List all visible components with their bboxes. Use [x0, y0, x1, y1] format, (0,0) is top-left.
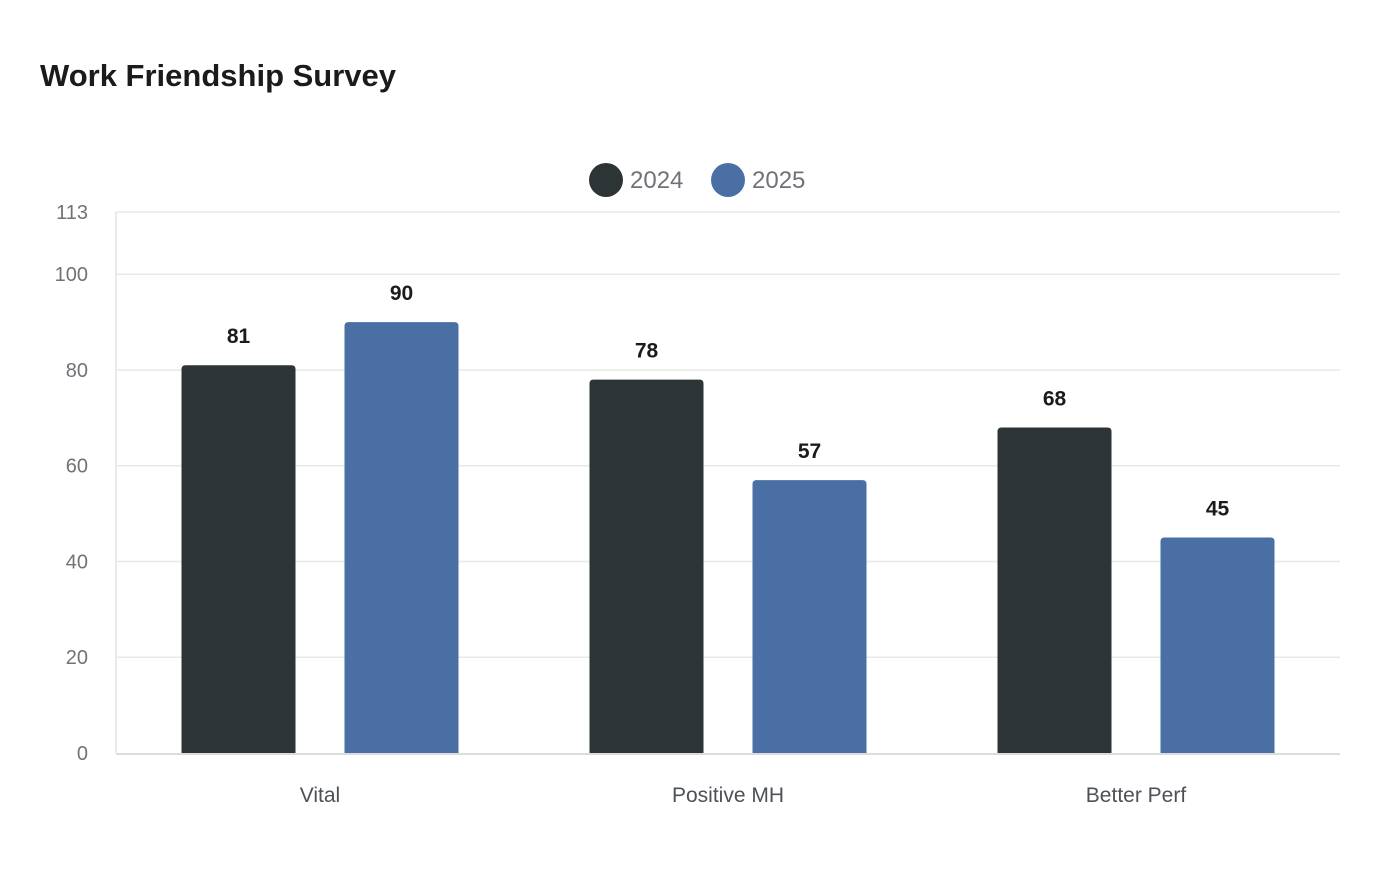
- value-label: 68: [1043, 387, 1067, 410]
- x-tick-label: Better Perf: [1086, 784, 1187, 807]
- y-tick-label: 40: [66, 551, 88, 573]
- value-label: 90: [390, 282, 413, 305]
- value-label: 57: [798, 440, 821, 463]
- legend-swatch: [589, 163, 623, 197]
- bars: 81 90 78 57 68 45: [181, 282, 1275, 753]
- bar-2024-vital[interactable]: [181, 365, 296, 753]
- legend[interactable]: 2024 2025: [589, 163, 805, 197]
- y-tick-label: 60: [66, 456, 88, 478]
- value-label: 45: [1206, 498, 1230, 521]
- y-tick-label: 113: [56, 202, 88, 224]
- bar-2024-better-perf[interactable]: [997, 427, 1112, 753]
- y-tick-label: 0: [77, 743, 88, 765]
- bar-2025-positive-mh[interactable]: [752, 480, 867, 753]
- y-tick-label: 20: [66, 647, 88, 669]
- legend-item-2024[interactable]: 2024: [589, 163, 683, 197]
- value-label: 78: [635, 340, 659, 363]
- bar-2024-positive-mh[interactable]: [589, 379, 704, 753]
- chart-title: Work Friendship Survey: [40, 58, 397, 93]
- legend-label: 2025: [752, 167, 805, 194]
- x-tick-label: Positive MH: [672, 784, 784, 807]
- x-axis: Vital Positive MH Better Perf: [116, 753, 1340, 807]
- legend-label: 2024: [630, 167, 683, 194]
- y-tick-label: 100: [55, 264, 88, 286]
- legend-item-2025[interactable]: 2025: [711, 163, 805, 197]
- y-tick-label: 80: [66, 360, 88, 382]
- gridlines: [116, 211, 1340, 658]
- y-axis: 0 20 40 60 80 100 113: [55, 202, 117, 765]
- bar-2025-vital[interactable]: [344, 322, 459, 753]
- x-tick-label: Vital: [300, 784, 340, 807]
- legend-swatch: [711, 163, 745, 197]
- value-label: 81: [227, 325, 251, 348]
- bar-2025-better-perf[interactable]: [1160, 537, 1275, 753]
